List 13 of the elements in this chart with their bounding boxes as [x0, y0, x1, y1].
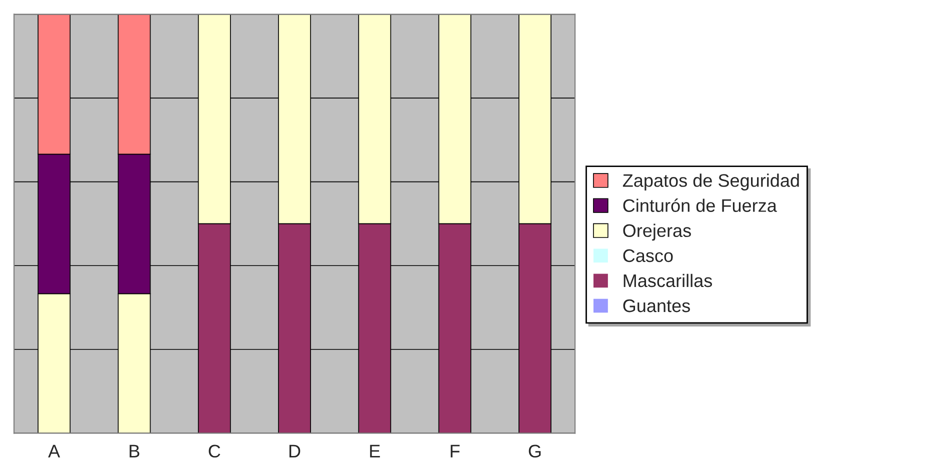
x-tick-label: G [528, 444, 541, 458]
x-tick-label: A [48, 444, 60, 458]
x-tick-label: F [450, 444, 460, 458]
legend-label: Guantes [623, 299, 690, 312]
legend-label: Mascarillas [624, 274, 712, 288]
legend-label: Zapatos de Seguridad [622, 174, 799, 190]
legend-label: Casco [623, 249, 673, 262]
x-tick-label: C [208, 444, 220, 458]
legend-label: Orejeras [623, 224, 691, 241]
legend-label: Cinturón de Fuerza [623, 198, 777, 212]
x-tick-label: E [370, 444, 380, 458]
x-tick-label: D [289, 444, 300, 458]
x-tick-label: B [130, 444, 140, 458]
